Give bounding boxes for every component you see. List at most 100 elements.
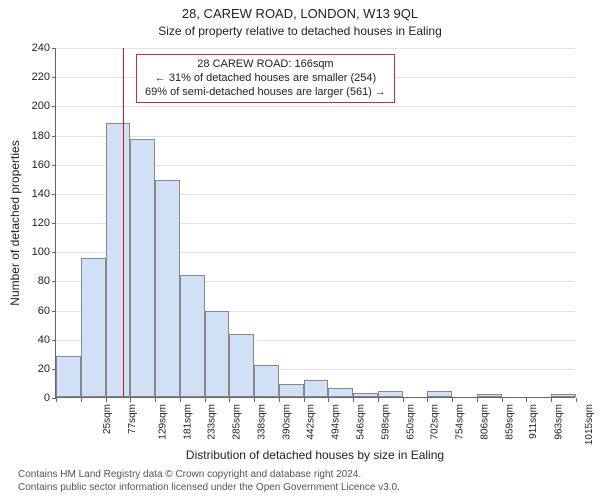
xtick-label: 338sqm — [257, 404, 268, 440]
histogram-bar — [205, 311, 230, 397]
ytick-mark — [52, 281, 56, 282]
gridline — [56, 106, 575, 107]
histogram-bar — [551, 394, 576, 397]
histogram-bar — [353, 393, 378, 397]
callout-line: 28 CAREW ROAD: 166sqm — [145, 58, 386, 72]
xtick-label: 911sqm — [528, 404, 539, 439]
xtick-label: 1015sqm — [584, 404, 595, 445]
xtick-label: 546sqm — [356, 404, 367, 440]
xtick-mark — [254, 398, 255, 402]
xtick-mark — [526, 398, 527, 402]
histogram-bar — [130, 139, 155, 397]
histogram-bar — [81, 258, 106, 397]
property-marker-line — [123, 48, 124, 397]
ytick-mark — [52, 340, 56, 341]
gridline — [56, 48, 575, 49]
ytick-label: 200 — [22, 100, 50, 112]
xtick-label: 702sqm — [430, 404, 441, 440]
ytick-label: 240 — [22, 42, 50, 54]
footer-line-1: Contains HM Land Registry data © Crown c… — [18, 469, 400, 482]
xtick-mark — [106, 398, 107, 402]
xtick-mark — [155, 398, 156, 402]
histogram-bar — [328, 388, 353, 397]
ytick-label: 40 — [22, 334, 50, 346]
xtick-mark — [353, 398, 354, 402]
xtick-label: 25sqm — [102, 404, 113, 434]
xtick-label: 390sqm — [281, 404, 292, 440]
xtick-mark — [328, 398, 329, 402]
histogram-bar — [254, 365, 279, 397]
xtick-mark — [81, 398, 82, 402]
xtick-mark — [205, 398, 206, 402]
plot-area: 02040608010012014016018020022024025sqm77… — [55, 48, 575, 398]
xtick-label: 806sqm — [479, 404, 490, 440]
histogram-bar — [427, 391, 452, 397]
ytick-label: 20 — [22, 363, 50, 375]
xtick-label: 598sqm — [380, 404, 391, 440]
histogram-bar — [180, 275, 205, 398]
xtick-mark — [502, 398, 503, 402]
xtick-mark — [304, 398, 305, 402]
xtick-label: 442sqm — [306, 404, 317, 440]
xtick-label: 285sqm — [232, 404, 243, 440]
page-subtitle: Size of property relative to detached ho… — [0, 22, 600, 38]
callout-line: 69% of semi-detached houses are larger (… — [145, 86, 386, 100]
xtick-label: 754sqm — [455, 404, 466, 440]
callout-box: 28 CAREW ROAD: 166sqm← 31% of detached h… — [136, 54, 395, 103]
callout-line: ← 31% of detached houses are smaller (25… — [145, 72, 386, 86]
ytick-mark — [52, 106, 56, 107]
ytick-label: 80 — [22, 275, 50, 287]
histogram-bar — [477, 394, 502, 397]
xtick-label: 181sqm — [182, 404, 193, 440]
xtick-label: 494sqm — [331, 404, 342, 440]
xtick-label: 77sqm — [127, 404, 138, 434]
xtick-mark — [130, 398, 131, 402]
xtick-mark — [477, 398, 478, 402]
footer-line-2: Contains public sector information licen… — [18, 482, 400, 495]
ytick-label: 160 — [22, 159, 50, 171]
xtick-label: 233sqm — [207, 404, 218, 440]
xtick-mark — [180, 398, 181, 402]
footer-attribution: Contains HM Land Registry data © Crown c… — [18, 469, 400, 494]
ytick-mark — [52, 252, 56, 253]
histogram-bar — [56, 356, 81, 397]
xtick-label: 650sqm — [405, 404, 416, 440]
ytick-mark — [52, 77, 56, 78]
histogram-bar — [279, 384, 304, 397]
xtick-mark — [229, 398, 230, 402]
ytick-label: 140 — [22, 188, 50, 200]
histogram-bar — [155, 180, 180, 397]
ytick-mark — [52, 194, 56, 195]
page-title: 28, CAREW ROAD, LONDON, W13 9QL — [0, 0, 600, 22]
x-axis-label: Distribution of detached houses by size … — [55, 448, 575, 462]
xtick-mark — [576, 398, 577, 402]
xtick-label: 963sqm — [554, 404, 565, 440]
ytick-mark — [52, 48, 56, 49]
ytick-mark — [52, 223, 56, 224]
xtick-mark — [56, 398, 57, 402]
xtick-mark — [378, 398, 379, 402]
ytick-label: 120 — [22, 217, 50, 229]
histogram-bar — [106, 123, 131, 397]
ytick-label: 0 — [22, 392, 50, 404]
gridline — [56, 136, 575, 137]
ytick-label: 220 — [22, 71, 50, 83]
ytick-label: 100 — [22, 246, 50, 258]
ytick-label: 60 — [22, 305, 50, 317]
xtick-label: 859sqm — [504, 404, 515, 440]
histogram-bar — [378, 391, 403, 397]
xtick-mark — [403, 398, 404, 402]
histogram-bar — [304, 380, 329, 398]
xtick-mark — [279, 398, 280, 402]
ytick-mark — [52, 311, 56, 312]
xtick-mark — [427, 398, 428, 402]
histogram-bar — [229, 334, 254, 397]
chart-container: Number of detached properties 0204060801… — [55, 48, 575, 398]
ytick-label: 180 — [22, 130, 50, 142]
xtick-label: 129sqm — [157, 404, 168, 440]
y-axis-label: Number of detached properties — [8, 140, 22, 305]
ytick-mark — [52, 165, 56, 166]
ytick-mark — [52, 136, 56, 137]
xtick-mark — [452, 398, 453, 402]
xtick-mark — [551, 398, 552, 402]
